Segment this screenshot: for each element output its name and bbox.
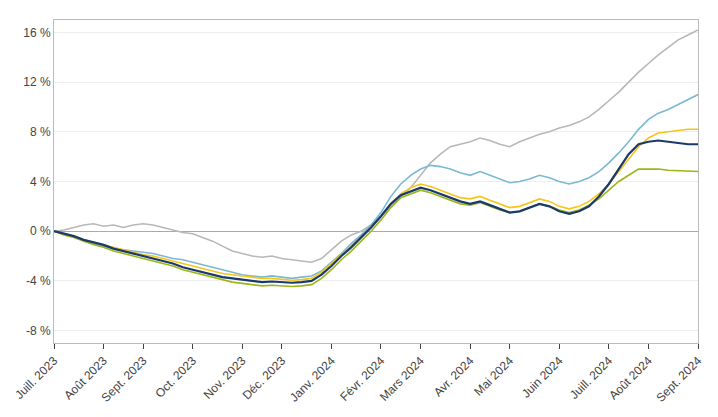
- svg-text:Janv. 2024: Janv. 2024: [287, 354, 338, 405]
- svg-text:Juill. 2024: Juill. 2024: [567, 354, 615, 402]
- svg-text:Avr. 2024: Avr. 2024: [431, 354, 477, 400]
- svg-text:16 %: 16 %: [23, 26, 51, 40]
- svg-text:12 %: 12 %: [23, 75, 51, 89]
- svg-text:-4 %: -4 %: [26, 274, 51, 288]
- svg-text:Août 2024: Août 2024: [606, 354, 655, 403]
- svg-text:Déc. 2023: Déc. 2023: [240, 354, 289, 403]
- svg-text:Mai 2024: Mai 2024: [471, 354, 516, 399]
- svg-text:Sept. 2024: Sept. 2024: [653, 354, 704, 405]
- svg-text:4 %: 4 %: [30, 175, 51, 189]
- svg-text:Juill. 2023: Juill. 2023: [12, 354, 60, 402]
- svg-text:Févr. 2024: Févr. 2024: [337, 354, 387, 404]
- svg-text:Sept. 2023: Sept. 2023: [99, 354, 150, 405]
- svg-text:8 %: 8 %: [30, 125, 51, 139]
- svg-text:Oct. 2023: Oct. 2023: [152, 354, 199, 401]
- svg-text:Juin 2024: Juin 2024: [519, 354, 566, 401]
- svg-text:0 %: 0 %: [30, 224, 51, 238]
- svg-text:Mars 2024: Mars 2024: [377, 354, 427, 404]
- svg-text:-8 %: -8 %: [26, 324, 51, 338]
- svg-text:Août 2023: Août 2023: [61, 354, 110, 403]
- svg-text:Nov. 2023: Nov. 2023: [201, 354, 249, 402]
